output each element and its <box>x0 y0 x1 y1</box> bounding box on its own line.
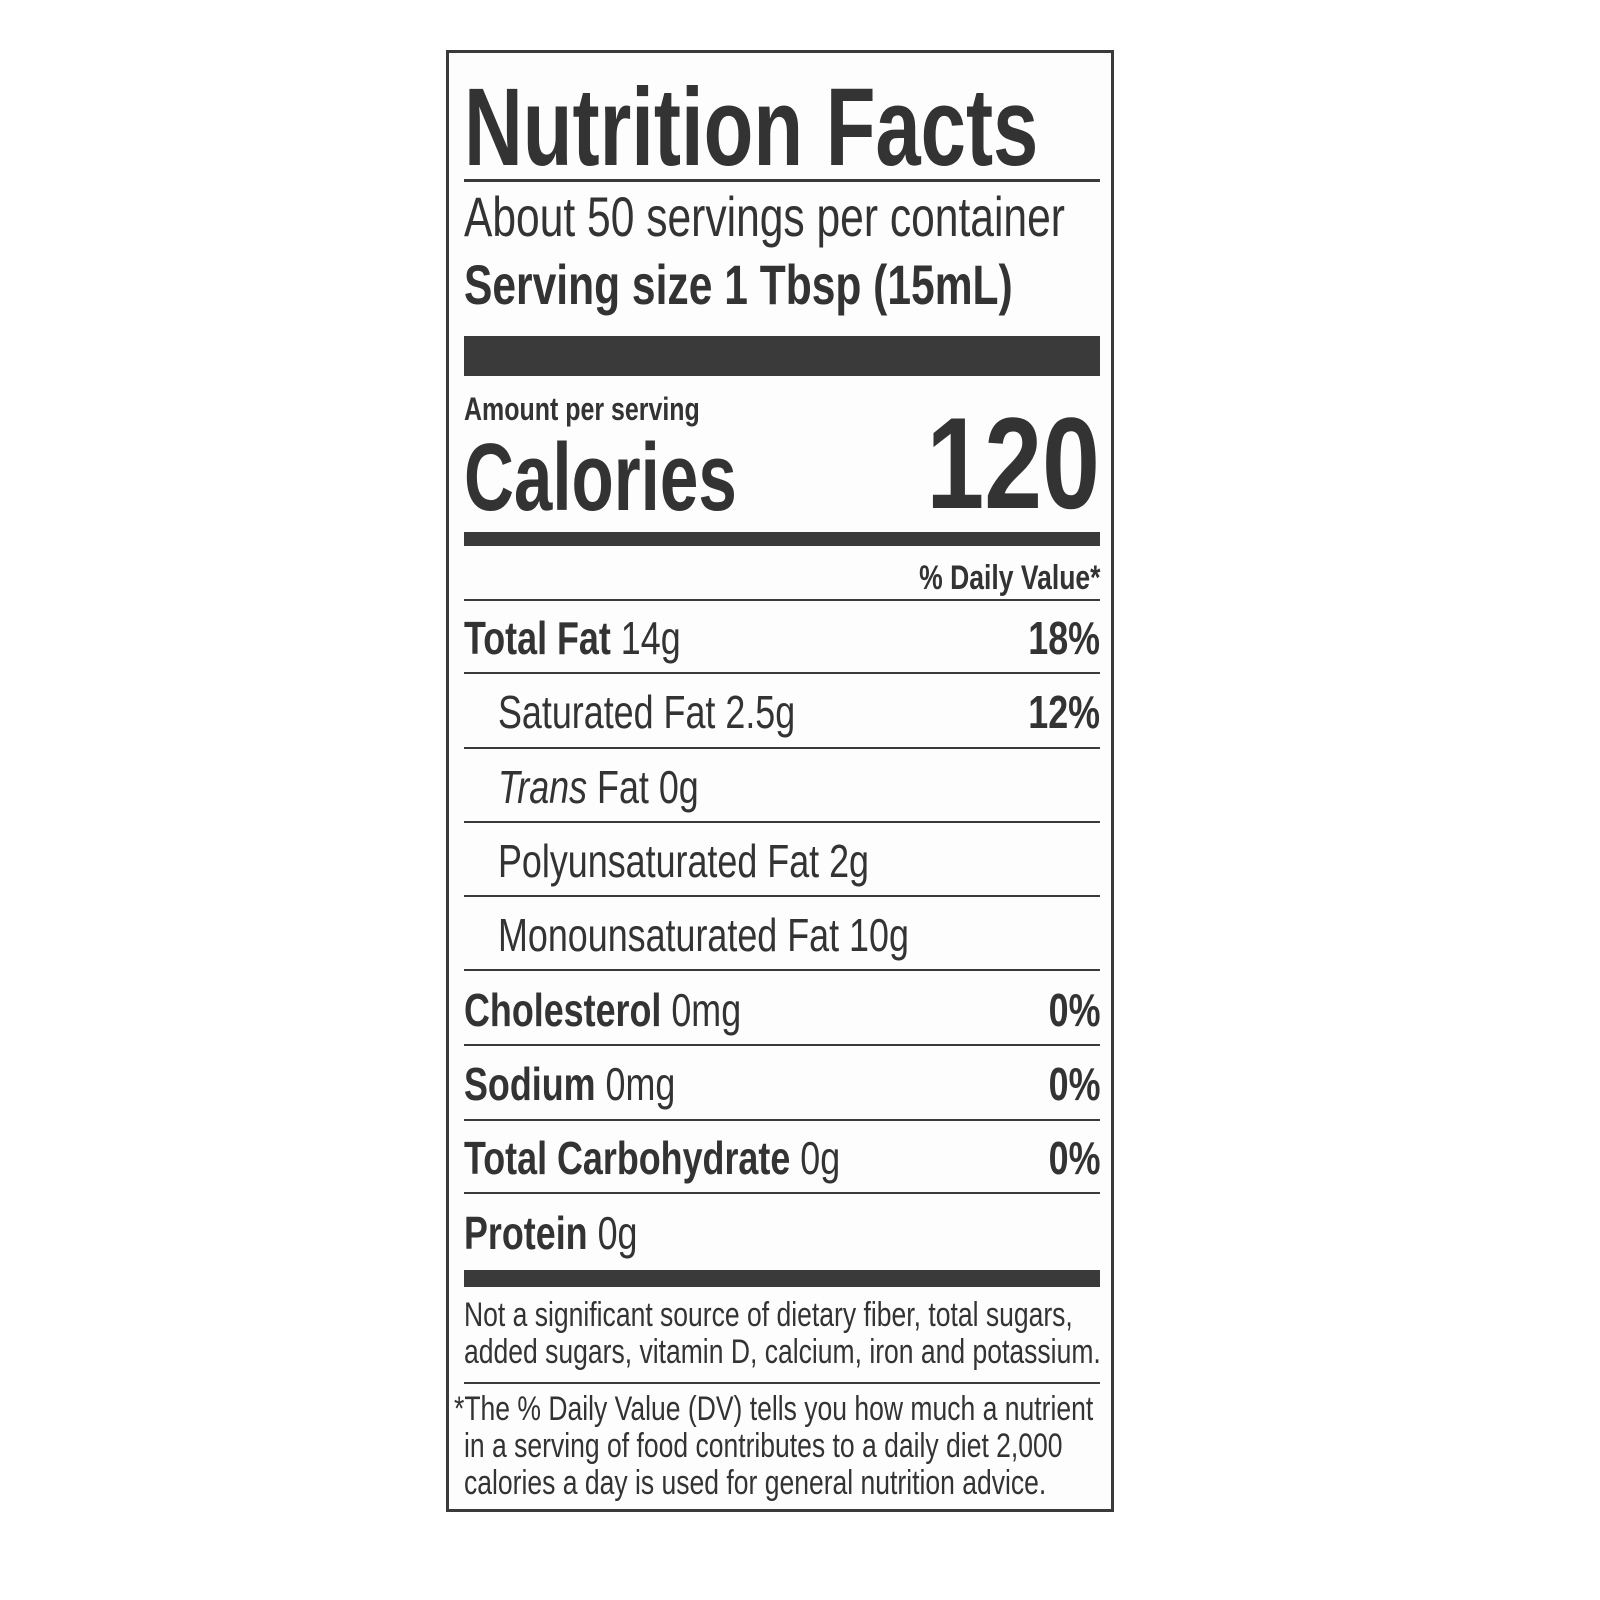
divider <box>464 747 1100 749</box>
nutrition-facts-label <box>446 50 1114 1512</box>
dv-saturated-fat: 12% <box>1028 686 1100 738</box>
dv-total-carbohydrate: 0% <box>1048 1132 1100 1184</box>
thick-divider <box>464 336 1100 376</box>
divider <box>464 599 1100 601</box>
dv-total-fat: 18% <box>1028 612 1100 664</box>
thick-divider <box>464 1270 1100 1287</box>
calories-value: 120 <box>926 390 1100 536</box>
dv-sodium: 0% <box>1048 1058 1100 1110</box>
nutrient-total-carbohydrate: Total Carbohydrate 0g <box>464 1132 841 1184</box>
nutrient-sodium: Sodium 0mg <box>464 1058 676 1110</box>
not-significant-note: Not a significant source of dietary fibe… <box>464 1296 1101 1371</box>
divider <box>464 1119 1100 1121</box>
nutrient-saturated-fat: Saturated Fat 2.5g <box>498 686 796 738</box>
nutrient-trans-fat: Trans Fat 0g <box>498 761 699 813</box>
medium-divider <box>464 532 1100 546</box>
nutrient-protein: Protein 0g <box>464 1207 638 1259</box>
daily-value-header: % Daily Value* <box>918 559 1100 597</box>
serving-size: Serving size 1 Tbsp (15mL) <box>464 253 1013 316</box>
dv-cholesterol: 0% <box>1048 984 1100 1036</box>
calories-label: Calories <box>464 424 737 531</box>
nutrient-cholesterol: Cholesterol 0mg <box>464 984 742 1036</box>
divider <box>464 1192 1100 1194</box>
servings-per-container: About 50 servings per container <box>464 185 1065 248</box>
nutrient-monounsaturated-fat: Monounsaturated Fat 10g <box>498 909 909 961</box>
divider <box>464 895 1100 897</box>
divider <box>464 969 1100 971</box>
nutrient-total-fat: Total Fat 14g <box>464 612 681 664</box>
divider <box>464 672 1100 674</box>
daily-value-footnote: *The % Daily Value (DV) tells you how mu… <box>454 1390 1094 1502</box>
divider <box>464 1044 1100 1046</box>
amount-per-serving: Amount per serving <box>464 391 700 427</box>
divider <box>464 821 1100 823</box>
divider <box>464 179 1100 182</box>
nutrient-polyunsaturated-fat: Polyunsaturated Fat 2g <box>498 835 869 887</box>
label-title: Nutrition Facts <box>464 66 1039 189</box>
divider <box>464 1382 1100 1384</box>
